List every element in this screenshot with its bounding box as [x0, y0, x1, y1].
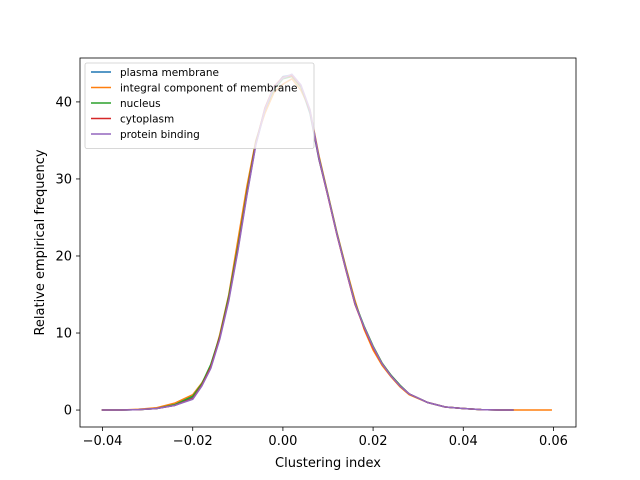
y-tick-label: 20: [55, 249, 72, 264]
x-tick-label: 0.02: [359, 434, 388, 449]
x-tick-label: 0.00: [268, 434, 297, 449]
y-tick-label: 0: [64, 404, 72, 419]
x-axis-label: Clustering index: [275, 456, 381, 471]
legend-entry-label: nucleus: [120, 98, 161, 110]
x-axis: −0.04 −0.02 0.00 0.02 0.04 0.06: [83, 427, 568, 449]
legend-entry-label: plasma membrane: [120, 67, 219, 79]
x-tick-label: 0.06: [539, 434, 568, 449]
y-tick-label: 40: [55, 95, 72, 110]
legend-entry-label: integral component of membrane: [120, 82, 297, 94]
legend: plasma membrane integral component of mem…: [84, 62, 315, 149]
legend-entry-label: protein binding: [120, 129, 200, 141]
y-tick-label: 30: [55, 172, 72, 187]
legend-entry-label: cytoplasm: [120, 113, 174, 125]
axes-spines: [79, 57, 577, 428]
x-tick-label: 0.04: [449, 434, 478, 449]
y-tick-label: 10: [55, 327, 72, 342]
axes-border: [79, 57, 577, 428]
x-tick-label: −0.02: [173, 434, 213, 449]
legend-frame: [84, 62, 315, 149]
y-axis-label: Relative empirical frequency: [33, 149, 48, 335]
x-tick-label: −0.04: [83, 434, 123, 449]
y-axis: 0 10 20 30 40: [55, 95, 80, 419]
